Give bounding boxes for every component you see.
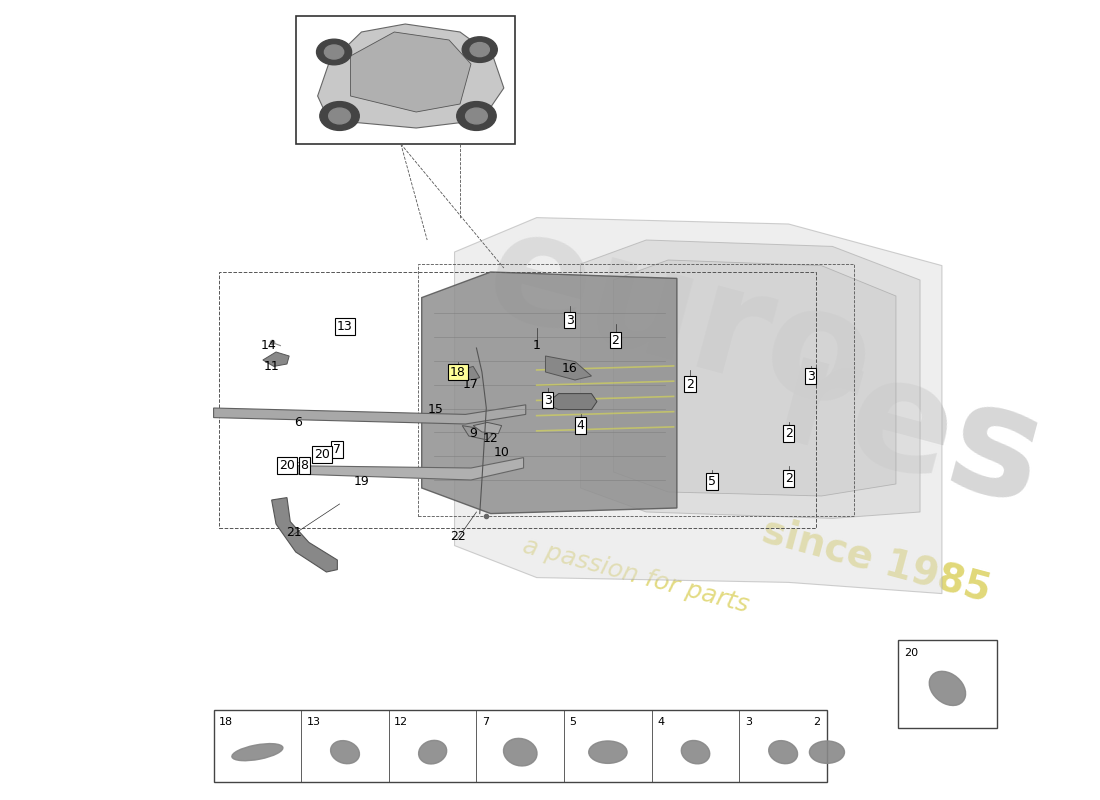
- Text: since 1985: since 1985: [758, 511, 994, 609]
- Polygon shape: [351, 32, 471, 112]
- Ellipse shape: [419, 740, 447, 764]
- Text: 13: 13: [337, 320, 353, 333]
- Polygon shape: [318, 24, 504, 128]
- Text: 5: 5: [708, 475, 716, 488]
- Text: 14: 14: [261, 339, 276, 352]
- Text: res: res: [759, 325, 1058, 539]
- Polygon shape: [263, 352, 289, 366]
- Text: 4: 4: [576, 419, 584, 432]
- Text: 2: 2: [612, 334, 619, 346]
- Text: 18: 18: [219, 717, 233, 726]
- Circle shape: [320, 102, 360, 130]
- Ellipse shape: [810, 741, 845, 763]
- Bar: [898, 640, 997, 728]
- Text: 8: 8: [300, 459, 308, 472]
- Text: 3: 3: [806, 370, 814, 382]
- Bar: [296, 16, 515, 144]
- Text: 7: 7: [482, 717, 490, 726]
- Polygon shape: [473, 422, 502, 434]
- Text: 18: 18: [450, 366, 465, 378]
- Text: 20: 20: [279, 459, 295, 472]
- Ellipse shape: [232, 744, 283, 761]
- Text: 20: 20: [903, 648, 917, 658]
- Text: 9: 9: [470, 427, 477, 440]
- Text: 12: 12: [394, 717, 408, 726]
- Bar: [219, 272, 816, 528]
- Polygon shape: [283, 458, 524, 480]
- Circle shape: [462, 37, 497, 62]
- Ellipse shape: [504, 738, 537, 766]
- Text: 16: 16: [562, 362, 578, 374]
- Ellipse shape: [769, 741, 798, 764]
- Text: 4: 4: [657, 717, 664, 726]
- Circle shape: [324, 45, 343, 59]
- Text: 2: 2: [813, 717, 820, 726]
- Polygon shape: [213, 405, 526, 424]
- Ellipse shape: [681, 741, 710, 764]
- Bar: [213, 710, 827, 782]
- Circle shape: [317, 39, 352, 65]
- Text: 7: 7: [333, 443, 341, 456]
- Text: 2: 2: [784, 472, 793, 485]
- Polygon shape: [581, 240, 920, 518]
- Ellipse shape: [588, 741, 627, 763]
- Polygon shape: [421, 272, 676, 514]
- Text: 10: 10: [494, 446, 509, 458]
- Text: 6: 6: [294, 416, 301, 429]
- Text: 13: 13: [307, 717, 321, 726]
- Polygon shape: [454, 218, 942, 594]
- Text: 12: 12: [483, 432, 498, 445]
- Text: 19: 19: [353, 475, 370, 488]
- Circle shape: [329, 108, 351, 124]
- Text: 5: 5: [570, 717, 576, 726]
- Text: 2: 2: [686, 378, 694, 390]
- Text: 1: 1: [532, 339, 540, 352]
- Polygon shape: [614, 260, 896, 496]
- Polygon shape: [454, 366, 480, 380]
- Ellipse shape: [331, 741, 360, 764]
- Text: 11: 11: [264, 360, 279, 373]
- Text: 2: 2: [784, 427, 793, 440]
- Text: 3: 3: [543, 394, 551, 406]
- Circle shape: [470, 42, 490, 57]
- Text: 3: 3: [565, 314, 573, 326]
- Polygon shape: [546, 394, 597, 410]
- Text: euro: euro: [470, 198, 888, 442]
- Text: 20: 20: [315, 448, 330, 461]
- Text: 22: 22: [450, 530, 465, 542]
- Text: 15: 15: [428, 403, 444, 416]
- Polygon shape: [546, 356, 592, 380]
- Ellipse shape: [930, 671, 966, 706]
- Text: a passion for parts: a passion for parts: [519, 534, 751, 618]
- Text: 21: 21: [286, 526, 301, 538]
- Text: 17: 17: [463, 378, 478, 390]
- Circle shape: [456, 102, 496, 130]
- Bar: [418, 264, 855, 516]
- Circle shape: [465, 108, 487, 124]
- Text: 3: 3: [745, 717, 751, 726]
- Polygon shape: [272, 498, 338, 572]
- Polygon shape: [462, 426, 493, 440]
